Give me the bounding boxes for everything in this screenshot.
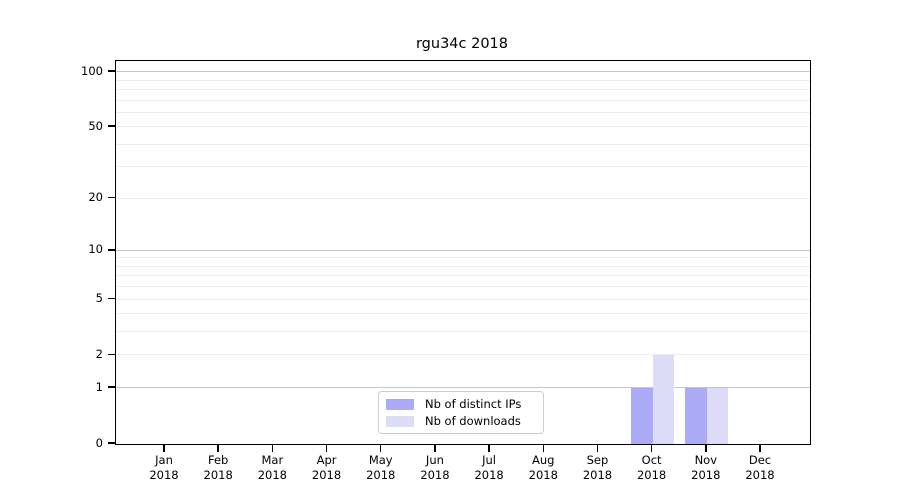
y-tick-mark bbox=[108, 442, 115, 444]
x-tick-month: Oct bbox=[641, 453, 662, 467]
chart-title: rgu34c 2018 bbox=[415, 36, 509, 52]
x-tick-mark bbox=[596, 444, 599, 452]
y-tick-label: 2 bbox=[95, 346, 103, 361]
x-tick-year: 2018 bbox=[636, 468, 667, 482]
x-tick-year: 2018 bbox=[528, 468, 558, 482]
y-tick-mark bbox=[108, 196, 115, 199]
y-tick-mark bbox=[108, 386, 115, 388]
legend-swatch-downloads bbox=[386, 415, 414, 427]
y-tick-label: 20 bbox=[88, 190, 103, 205]
x-tick-year: 2018 bbox=[745, 468, 775, 482]
x-tick-month: Jan bbox=[155, 453, 173, 467]
legend-label-distinct-ips: Nb of distinct IPs bbox=[425, 397, 522, 411]
gridline-minor bbox=[116, 143, 810, 145]
y-tick-mark bbox=[108, 353, 115, 356]
x-tick-mark bbox=[163, 444, 165, 452]
x-tick-year: 2018 bbox=[691, 468, 721, 482]
gridline-minor bbox=[116, 88, 810, 90]
x-tick-month: Mar bbox=[261, 453, 284, 467]
legend-swatch-distinct-ips bbox=[386, 398, 414, 410]
x-tick-month: Feb bbox=[207, 453, 229, 467]
y-tick-label: 50 bbox=[88, 118, 103, 133]
x-tick-mark bbox=[542, 444, 545, 452]
legend-item-distinct-ips: Nb of distinct IPs bbox=[379, 397, 543, 411]
gridline-minor bbox=[116, 79, 810, 81]
gridline-minor bbox=[116, 111, 810, 113]
x-tick-month: Jun bbox=[425, 453, 444, 467]
x-tick-year: 2018 bbox=[311, 468, 342, 482]
legend-item-downloads: Nb of downloads bbox=[379, 414, 543, 428]
x-tick-label: Jan 2018 bbox=[136, 453, 192, 483]
plot-area bbox=[115, 60, 811, 445]
x-tick-label: Apr 2018 bbox=[299, 453, 355, 483]
x-tick-month: Jul bbox=[482, 453, 497, 467]
x-tick-mark bbox=[488, 444, 490, 452]
y-tick-mark bbox=[108, 125, 115, 127]
y-tick-label: 10 bbox=[88, 242, 103, 257]
x-tick-year: 2018 bbox=[203, 468, 233, 482]
x-tick-mark bbox=[650, 444, 653, 452]
gridline-minor bbox=[116, 354, 810, 356]
x-tick-mark bbox=[379, 444, 382, 452]
y-tick-label: 0 bbox=[95, 435, 103, 450]
y-tick-label: 1 bbox=[95, 379, 103, 394]
gridline-minor bbox=[116, 166, 810, 168]
legend: Nb of distinct IPs Nb of downloads bbox=[378, 391, 544, 434]
x-tick-mark bbox=[271, 444, 274, 452]
x-tick-label: May 2018 bbox=[353, 453, 409, 483]
y-tick-label: 100 bbox=[81, 63, 103, 78]
x-tick-label: Sep 2018 bbox=[569, 453, 625, 483]
x-tick-mark bbox=[759, 444, 761, 452]
gridline-minor bbox=[116, 331, 810, 333]
x-tick-month: Apr bbox=[316, 453, 337, 467]
x-tick-mark bbox=[434, 444, 436, 452]
x-tick-month: Nov bbox=[694, 453, 718, 467]
gridline-minor bbox=[116, 313, 810, 315]
x-tick-month: May bbox=[368, 453, 393, 467]
y-tick-mark bbox=[108, 70, 115, 72]
y-tick-mark bbox=[108, 249, 115, 251]
x-tick-month: Aug bbox=[532, 453, 555, 467]
gridline-minor bbox=[116, 275, 810, 277]
gridline-minor bbox=[116, 197, 810, 199]
gridline-minor bbox=[116, 265, 810, 267]
gridline-major bbox=[116, 71, 810, 73]
x-tick-year: 2018 bbox=[149, 468, 179, 482]
x-tick-year: 2018 bbox=[420, 468, 450, 482]
bar-downloads bbox=[706, 388, 729, 444]
x-tick-label: Jun 2018 bbox=[407, 453, 463, 483]
gridline-minor bbox=[116, 126, 810, 128]
x-tick-year: 2018 bbox=[366, 468, 396, 482]
x-tick-label: Feb 2018 bbox=[190, 453, 246, 483]
x-tick-month: Dec bbox=[748, 453, 772, 467]
x-tick-label: Jul 2018 bbox=[461, 453, 517, 483]
bar-downloads bbox=[652, 355, 675, 444]
x-tick-mark bbox=[325, 444, 328, 452]
y-tick-mark bbox=[108, 297, 115, 300]
x-tick-year: 2018 bbox=[582, 468, 613, 482]
gridline-major bbox=[116, 249, 810, 251]
x-tick-label: Oct 2018 bbox=[624, 453, 680, 483]
gridline-minor bbox=[116, 286, 810, 288]
legend-label-downloads: Nb of downloads bbox=[425, 414, 521, 428]
gridline-minor bbox=[116, 298, 810, 300]
x-tick-mark bbox=[705, 444, 707, 452]
bar-distinct-ips bbox=[631, 388, 653, 444]
gridline-minor bbox=[116, 257, 810, 259]
x-tick-month: Sep bbox=[586, 453, 609, 467]
x-tick-year: 2018 bbox=[257, 468, 287, 482]
x-tick-label: Mar 2018 bbox=[244, 453, 300, 483]
x-tick-label: Nov 2018 bbox=[678, 453, 734, 483]
x-tick-label: Dec 2018 bbox=[732, 453, 788, 483]
gridline-minor bbox=[116, 99, 810, 101]
bar-distinct-ips bbox=[685, 388, 707, 444]
y-tick-label: 5 bbox=[95, 291, 103, 306]
x-tick-label: Aug 2018 bbox=[515, 453, 571, 483]
x-tick-mark bbox=[217, 444, 219, 452]
x-tick-year: 2018 bbox=[474, 468, 504, 482]
gridline-major bbox=[116, 387, 810, 389]
